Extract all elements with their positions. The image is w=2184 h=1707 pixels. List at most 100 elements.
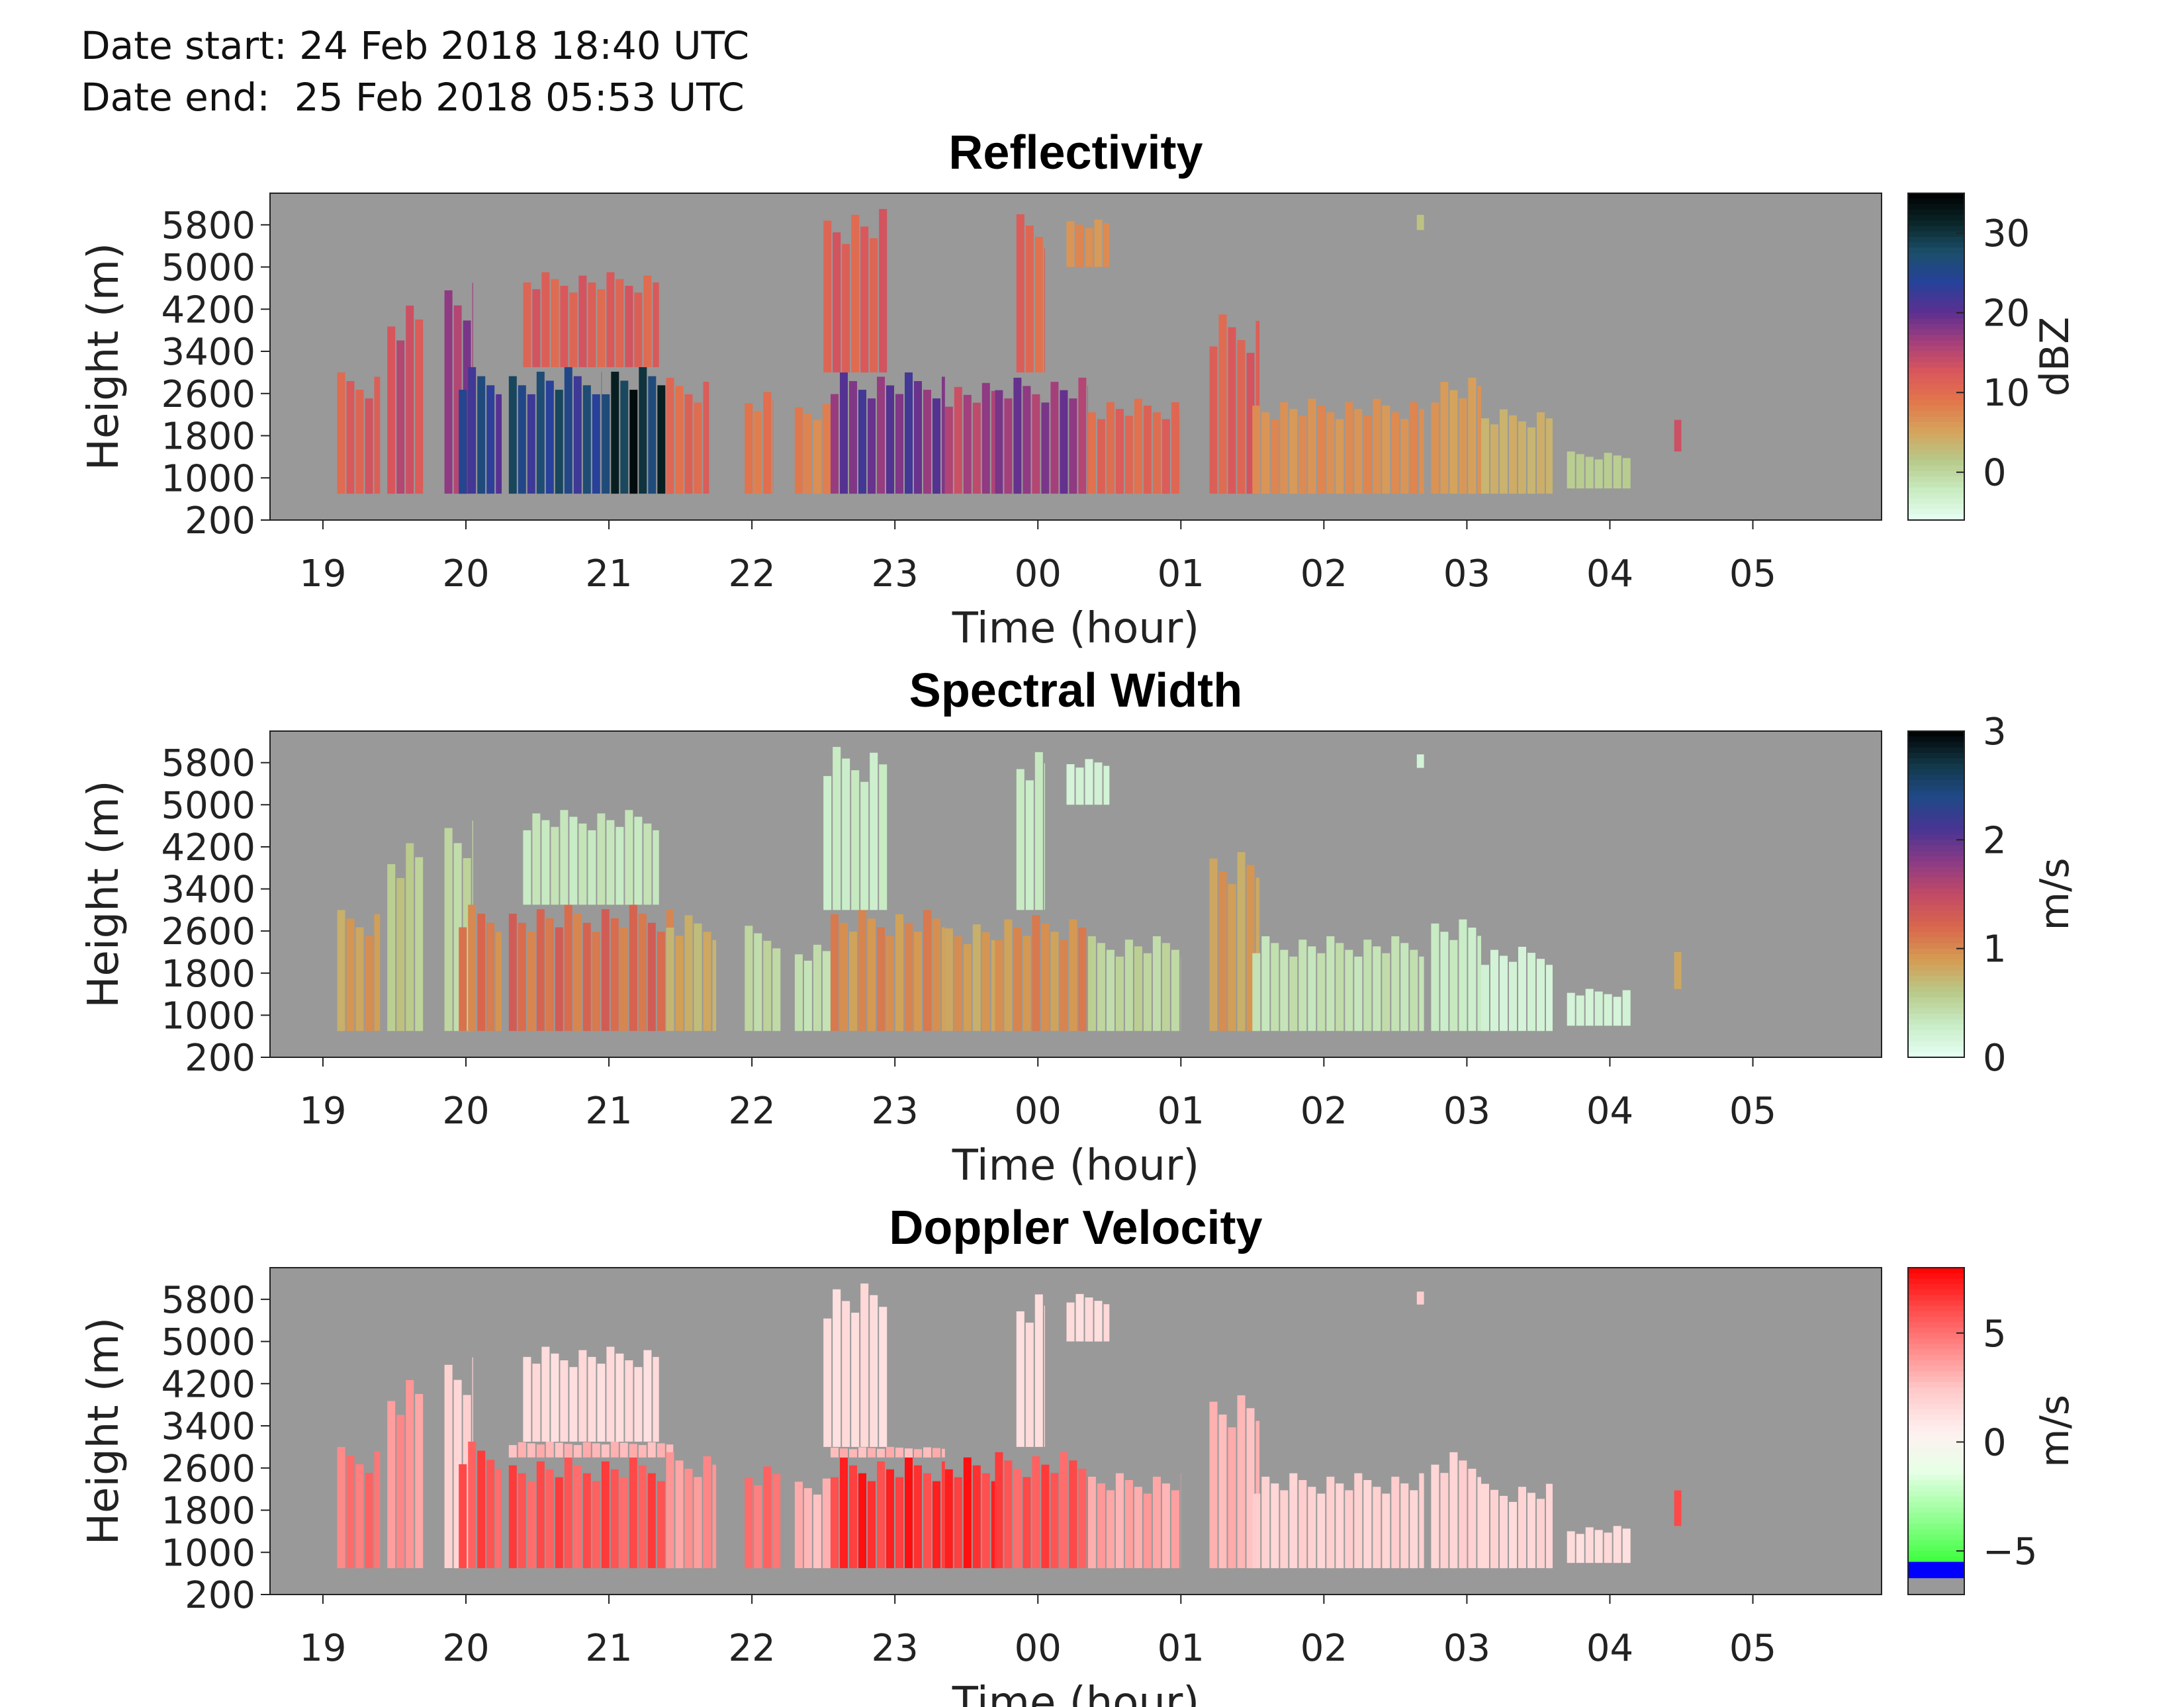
data-cell xyxy=(1034,1294,1043,1447)
data-cell xyxy=(1050,382,1059,494)
colorbar-frame xyxy=(1907,1267,1965,1595)
data-cell xyxy=(1400,943,1409,1031)
x-tick-label: 23 xyxy=(872,1090,919,1133)
data-cell xyxy=(606,820,615,905)
y-tick-label: 5800 xyxy=(161,742,255,785)
chart-title: Spectral Width xyxy=(909,664,1242,717)
y-tick-label: 1000 xyxy=(161,1532,255,1575)
data-cell xyxy=(564,367,572,494)
data-cell xyxy=(1567,1531,1575,1563)
colorbar-swatch xyxy=(1908,438,1964,445)
colorbar-swatch xyxy=(1908,1046,1964,1053)
data-cell xyxy=(914,932,922,1031)
data-cell xyxy=(833,746,841,910)
colorbar-swatch xyxy=(1908,400,1964,406)
data-cell xyxy=(1087,1476,1096,1569)
data-cell xyxy=(886,1469,894,1569)
data-cell xyxy=(346,381,355,494)
x-tick-label: 19 xyxy=(299,552,346,595)
data-cell xyxy=(560,810,569,905)
data-cell xyxy=(1317,953,1326,1031)
data-cell xyxy=(468,1441,477,1569)
data-cell xyxy=(1527,1493,1535,1569)
colorbar-swatch xyxy=(1908,904,1964,911)
data-cell xyxy=(1537,959,1545,1031)
data-cell xyxy=(1023,1477,1031,1569)
data-cell xyxy=(477,914,486,1031)
data-cell xyxy=(545,1441,554,1458)
data-cell xyxy=(588,1356,596,1442)
data-cell xyxy=(1209,346,1218,494)
data-cell xyxy=(1209,858,1218,1031)
data-cell xyxy=(532,289,541,367)
data-cell xyxy=(1218,1415,1227,1569)
data-cell xyxy=(1280,1490,1289,1569)
data-cell xyxy=(666,377,674,494)
data-cell xyxy=(1481,418,1489,494)
data-cell xyxy=(1171,402,1179,494)
data-cell xyxy=(1152,936,1161,1031)
data-cell xyxy=(1613,996,1621,1026)
data-cell xyxy=(1161,419,1170,494)
colorbar-swatch xyxy=(1908,236,1964,243)
data-cell xyxy=(1477,386,1481,494)
data-cell xyxy=(1271,419,1279,494)
data-cell xyxy=(1060,940,1068,1031)
colorbar-swatch xyxy=(1908,275,1964,281)
data-cell xyxy=(619,927,628,1031)
colorbar-swatch xyxy=(1908,801,1964,808)
data-cell xyxy=(1087,412,1096,494)
data-cell xyxy=(1143,1493,1152,1569)
data-cell xyxy=(1298,416,1307,494)
colorbar-swatch xyxy=(1908,1311,1964,1317)
x-tick-label: 20 xyxy=(442,1090,489,1133)
data-cell xyxy=(1546,418,1553,494)
colorbar-swatch xyxy=(1908,1409,1964,1416)
data-cell xyxy=(1066,764,1075,805)
data-cell xyxy=(1518,421,1526,494)
colorbar-swatch xyxy=(1908,1273,1964,1280)
data-cell xyxy=(1527,953,1535,1031)
data-cell xyxy=(582,1473,591,1569)
data-cell xyxy=(870,1295,878,1447)
data-cell xyxy=(886,385,894,494)
y-tick-label: 1800 xyxy=(161,416,255,459)
data-cell xyxy=(1363,416,1372,494)
chart-title: Doppler Velocity xyxy=(889,1202,1262,1254)
data-cell xyxy=(523,282,531,367)
data-cell xyxy=(1567,992,1575,1026)
data-cell xyxy=(914,381,922,494)
data-cell xyxy=(1326,936,1335,1031)
data-cell xyxy=(772,948,781,1031)
data-cell xyxy=(1345,1490,1353,1569)
colorbar-swatch xyxy=(1908,823,1964,830)
data-cell xyxy=(991,1481,995,1569)
data-cell xyxy=(415,857,424,1031)
x-tick-label: 21 xyxy=(585,1090,632,1133)
y-axis-label: Height (m) xyxy=(79,780,128,1008)
data-cell xyxy=(813,1494,821,1569)
data-cell xyxy=(858,390,866,494)
data-cell xyxy=(1261,936,1270,1031)
data-cell xyxy=(933,1448,940,1458)
data-cell xyxy=(1449,390,1458,494)
data-cell xyxy=(610,1441,619,1458)
x-tick-label: 22 xyxy=(728,1627,775,1670)
data-cell xyxy=(763,392,772,494)
data-cell xyxy=(923,1473,931,1569)
colorbar-swatch xyxy=(1908,742,1964,748)
data-cell xyxy=(1115,956,1124,1031)
data-cell xyxy=(527,932,535,1031)
data-cell xyxy=(745,1477,753,1569)
data-cell xyxy=(1518,1487,1526,1569)
colorbar-swatch xyxy=(1908,769,1964,775)
data-cell xyxy=(573,376,582,494)
colorbar-swatch xyxy=(1908,899,1964,906)
data-cell xyxy=(643,823,652,905)
colorbar-swatch xyxy=(1908,1464,1964,1470)
data-cell xyxy=(1509,415,1517,494)
data-cell xyxy=(942,1448,945,1458)
colorbar-frame xyxy=(1907,193,1965,521)
data-cell xyxy=(684,915,693,1031)
colorbar-swatch xyxy=(1908,498,1964,505)
